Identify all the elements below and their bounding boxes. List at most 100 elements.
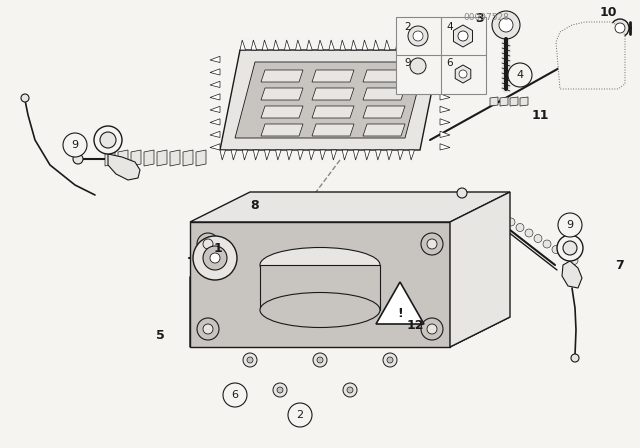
Polygon shape bbox=[183, 150, 193, 166]
Polygon shape bbox=[440, 106, 450, 112]
Text: 11: 11 bbox=[531, 108, 548, 121]
Text: 9: 9 bbox=[72, 140, 79, 150]
Circle shape bbox=[534, 234, 542, 242]
Polygon shape bbox=[418, 40, 423, 50]
Polygon shape bbox=[312, 124, 354, 136]
Polygon shape bbox=[340, 40, 346, 50]
Polygon shape bbox=[440, 81, 450, 87]
Polygon shape bbox=[373, 40, 379, 50]
Polygon shape bbox=[287, 150, 292, 160]
Polygon shape bbox=[520, 97, 528, 106]
Text: 9: 9 bbox=[404, 58, 411, 68]
Polygon shape bbox=[406, 40, 412, 50]
Polygon shape bbox=[251, 40, 257, 50]
Polygon shape bbox=[210, 106, 220, 112]
Polygon shape bbox=[440, 119, 450, 125]
Circle shape bbox=[203, 324, 213, 334]
Polygon shape bbox=[440, 94, 450, 100]
Polygon shape bbox=[170, 150, 180, 166]
Polygon shape bbox=[331, 150, 337, 160]
Polygon shape bbox=[363, 88, 405, 100]
Polygon shape bbox=[329, 40, 335, 50]
Circle shape bbox=[243, 353, 257, 367]
Polygon shape bbox=[131, 150, 141, 166]
Polygon shape bbox=[105, 150, 115, 166]
Polygon shape bbox=[440, 56, 450, 63]
Polygon shape bbox=[261, 124, 303, 136]
Polygon shape bbox=[190, 317, 510, 347]
Circle shape bbox=[383, 353, 397, 367]
Text: 9: 9 bbox=[566, 220, 573, 230]
Polygon shape bbox=[210, 56, 220, 63]
Circle shape bbox=[611, 19, 629, 37]
Circle shape bbox=[571, 354, 579, 362]
Circle shape bbox=[458, 31, 468, 41]
Circle shape bbox=[94, 126, 122, 154]
Circle shape bbox=[561, 251, 569, 259]
Polygon shape bbox=[500, 97, 508, 106]
Circle shape bbox=[21, 94, 29, 102]
Polygon shape bbox=[351, 40, 356, 50]
Circle shape bbox=[193, 236, 237, 280]
Circle shape bbox=[317, 357, 323, 363]
Polygon shape bbox=[210, 69, 220, 75]
Polygon shape bbox=[261, 88, 303, 100]
Circle shape bbox=[247, 357, 253, 363]
Polygon shape bbox=[318, 40, 323, 50]
Circle shape bbox=[471, 196, 479, 204]
Polygon shape bbox=[196, 150, 206, 166]
Text: 7: 7 bbox=[616, 258, 625, 271]
Circle shape bbox=[273, 383, 287, 397]
Circle shape bbox=[223, 383, 247, 407]
Circle shape bbox=[387, 357, 393, 363]
Polygon shape bbox=[364, 150, 370, 160]
Circle shape bbox=[288, 403, 312, 427]
Polygon shape bbox=[276, 150, 281, 160]
Polygon shape bbox=[242, 150, 248, 160]
Polygon shape bbox=[240, 40, 246, 50]
Polygon shape bbox=[510, 97, 518, 106]
Circle shape bbox=[615, 23, 625, 33]
Circle shape bbox=[410, 58, 426, 74]
Polygon shape bbox=[409, 150, 415, 160]
Polygon shape bbox=[210, 119, 220, 125]
Polygon shape bbox=[429, 40, 435, 50]
Circle shape bbox=[427, 239, 437, 249]
Polygon shape bbox=[363, 106, 405, 118]
Text: 4: 4 bbox=[516, 70, 524, 80]
Polygon shape bbox=[362, 40, 368, 50]
Text: 6: 6 bbox=[446, 58, 452, 68]
Polygon shape bbox=[353, 150, 359, 160]
Polygon shape bbox=[454, 25, 472, 47]
Polygon shape bbox=[556, 22, 625, 89]
Polygon shape bbox=[210, 144, 220, 150]
Polygon shape bbox=[260, 265, 380, 310]
Polygon shape bbox=[235, 62, 425, 138]
Circle shape bbox=[489, 207, 497, 215]
Circle shape bbox=[197, 233, 219, 255]
Polygon shape bbox=[220, 150, 225, 160]
Text: !: ! bbox=[397, 306, 403, 319]
Circle shape bbox=[499, 18, 513, 32]
Polygon shape bbox=[262, 40, 268, 50]
Polygon shape bbox=[342, 150, 348, 160]
Polygon shape bbox=[307, 40, 312, 50]
Polygon shape bbox=[398, 150, 403, 160]
Circle shape bbox=[516, 224, 524, 232]
Ellipse shape bbox=[260, 247, 380, 283]
Circle shape bbox=[543, 240, 551, 248]
Circle shape bbox=[421, 233, 443, 255]
Polygon shape bbox=[309, 150, 314, 160]
Polygon shape bbox=[312, 70, 354, 82]
Polygon shape bbox=[157, 150, 167, 166]
Polygon shape bbox=[261, 70, 303, 82]
Circle shape bbox=[563, 241, 577, 255]
Text: 1: 1 bbox=[214, 241, 222, 254]
Polygon shape bbox=[376, 282, 424, 324]
Polygon shape bbox=[440, 144, 450, 150]
Polygon shape bbox=[220, 50, 440, 150]
Circle shape bbox=[347, 387, 353, 393]
Circle shape bbox=[480, 202, 488, 210]
Polygon shape bbox=[261, 106, 303, 118]
Circle shape bbox=[73, 154, 83, 164]
